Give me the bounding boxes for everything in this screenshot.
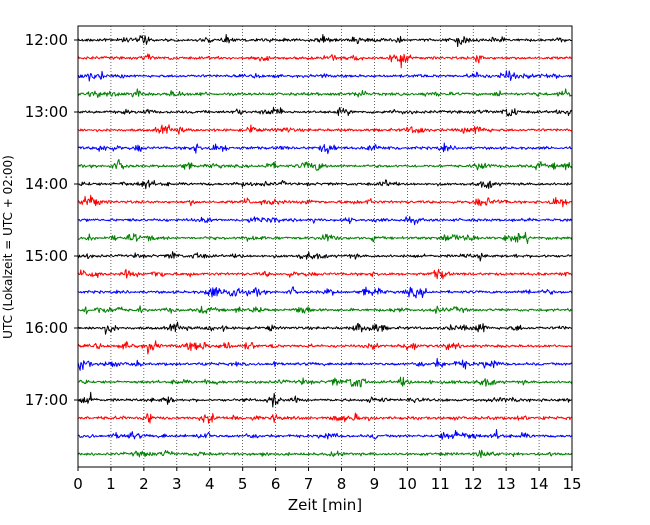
x-tick-label-14: 14 <box>530 475 549 493</box>
trace-line-7 <box>77 158 573 171</box>
y-axis-label: UTC (Lokalzeit = UTC + 02:00) <box>1 155 15 339</box>
trace-line-19 <box>77 376 573 388</box>
plot-frame <box>77 25 573 468</box>
x-tick-label-9: 9 <box>370 475 380 493</box>
trace-line-8 <box>77 179 573 190</box>
y-tick-label-4: 16:00 <box>25 319 68 337</box>
trace-line-20 <box>77 391 573 408</box>
trace-line-6 <box>77 142 573 155</box>
trace-line-4 <box>77 106 573 117</box>
y-tick-label-2: 14:00 <box>25 175 68 193</box>
x-tick-label-8: 8 <box>337 475 347 493</box>
trace-line-14 <box>77 286 573 299</box>
trace-line-16 <box>77 321 573 335</box>
x-tick-label-7: 7 <box>304 475 314 493</box>
trace-line-5 <box>77 124 573 135</box>
trace-line-10 <box>77 216 573 226</box>
y-tick-label-3: 15:00 <box>25 247 68 265</box>
trace-line-17 <box>77 340 573 355</box>
x-tick-label-4: 4 <box>205 475 215 493</box>
y-tick-label-5: 17:00 <box>25 391 68 409</box>
trace-line-1 <box>77 53 573 69</box>
trace-line-2 <box>77 70 573 82</box>
trace-line-9 <box>77 194 573 208</box>
x-axis-label: Zeit [min] <box>288 496 362 514</box>
x-tick-label-3: 3 <box>172 475 182 493</box>
trace-line-0 <box>77 33 573 48</box>
trace-line-18 <box>77 357 573 371</box>
x-tick-label-15: 15 <box>562 475 581 493</box>
trace-line-21 <box>77 412 573 424</box>
x-tick-label-10: 10 <box>398 475 417 493</box>
y-tick-layer: 12:00 13:00 14:00 15:00 16:00 17:00 <box>25 31 78 409</box>
x-tick-label-11: 11 <box>431 475 450 493</box>
x-tick-label-6: 6 <box>271 475 281 493</box>
trace-line-22 <box>77 429 573 440</box>
x-tick-label-13: 13 <box>497 475 516 493</box>
x-tick-label-0: 0 <box>73 475 83 493</box>
trace-line-23 <box>77 449 573 459</box>
trace-line-15 <box>77 305 573 315</box>
x-tick-label-1: 1 <box>106 475 116 493</box>
trace-line-13 <box>77 268 573 280</box>
trace-line-11 <box>77 231 573 245</box>
y-tick-label-0: 12:00 <box>25 31 68 49</box>
trace-line-12 <box>77 251 573 262</box>
x-tick-label-2: 2 <box>139 475 149 493</box>
y-tick-label-1: 13:00 <box>25 103 68 121</box>
trace-line-3 <box>77 88 573 99</box>
trace-layer <box>77 33 573 459</box>
x-tick-label-5: 5 <box>238 475 248 493</box>
x-tick-label-12: 12 <box>464 475 483 493</box>
x-tick-layer: 0 1 2 3 4 5 6 7 8 9 10 11 12 13 14 15 <box>73 467 582 493</box>
